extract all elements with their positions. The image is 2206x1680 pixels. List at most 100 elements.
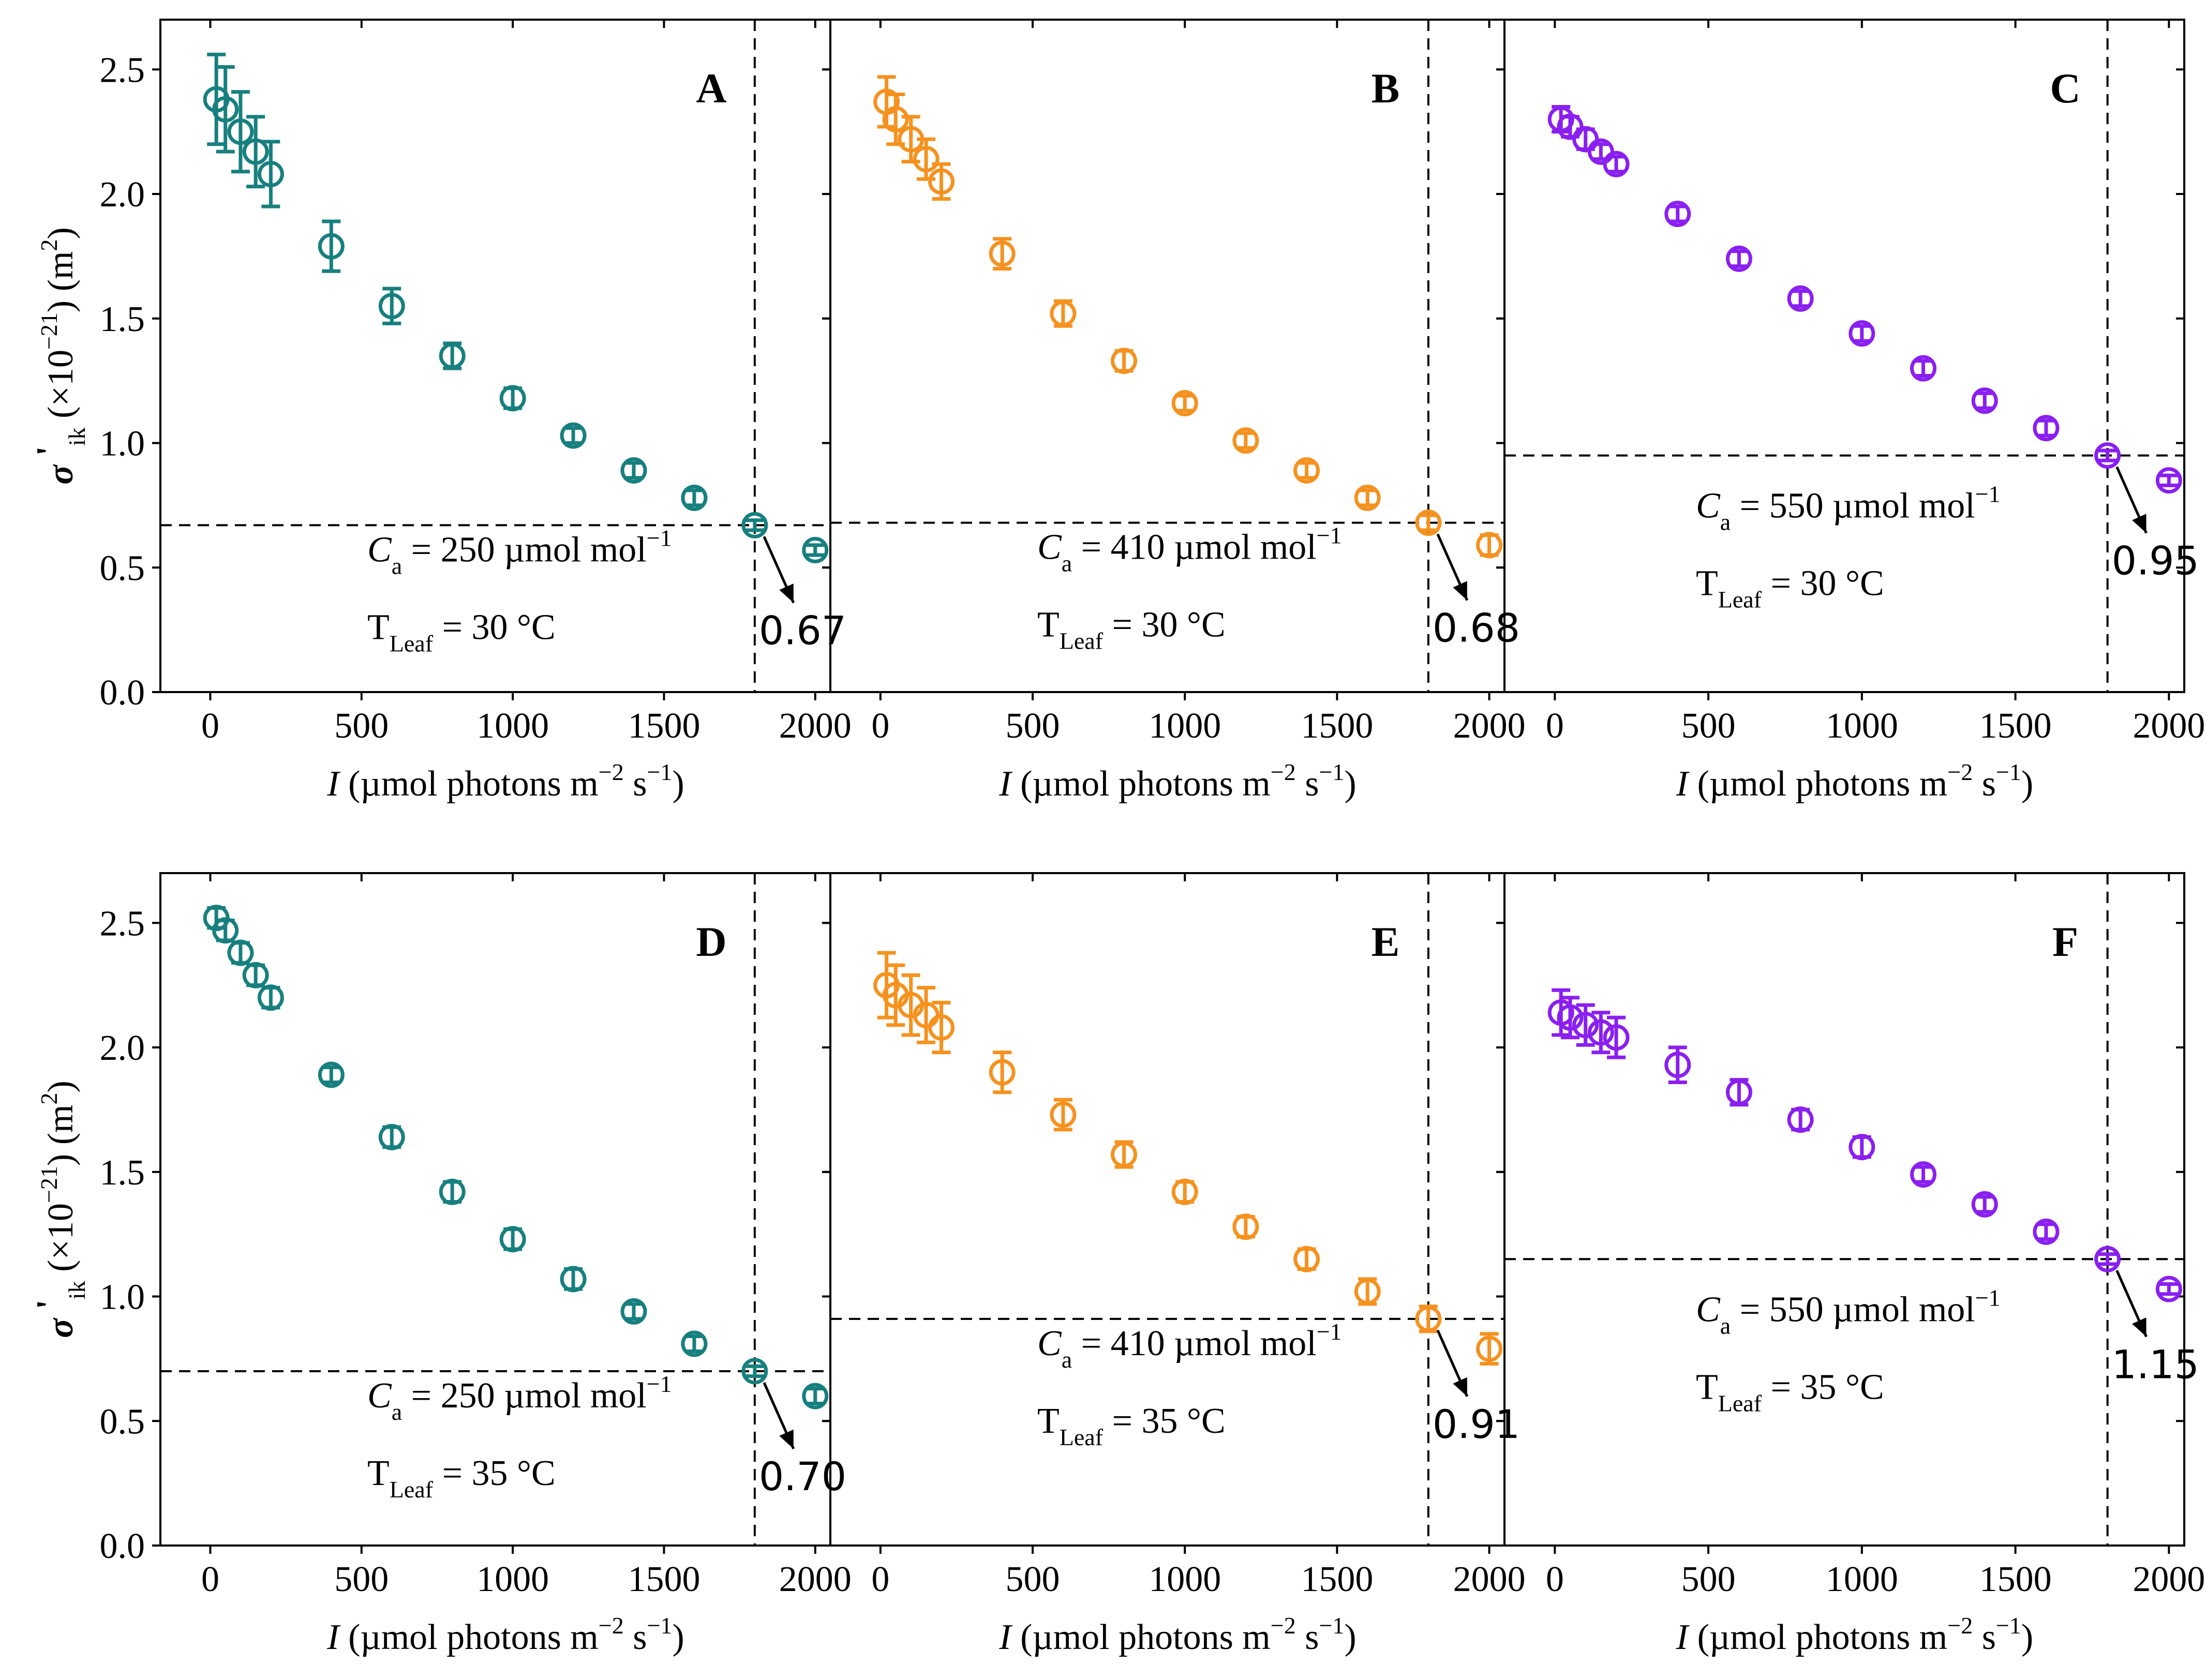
x-tick-label: 2000 bbox=[2133, 706, 2205, 746]
data-point bbox=[257, 140, 284, 208]
data-point bbox=[1293, 1246, 1320, 1272]
marker bbox=[439, 1178, 466, 1205]
panel-A: 0 500 1000 1500 2000 0.0 0.5 1.0 1.5 2.0 2.5 I (µmo… bbox=[29, 19, 852, 804]
marker bbox=[318, 233, 345, 260]
marker bbox=[928, 168, 955, 195]
marker bbox=[1849, 320, 1875, 347]
panel-E: 0 500 1000 1500 2000 I (µmol photons m−2 s−1)… bbox=[822, 872, 1526, 1657]
data-point bbox=[560, 422, 587, 449]
data-point bbox=[318, 219, 345, 273]
marker bbox=[1415, 1306, 1442, 1332]
data-point bbox=[681, 1330, 708, 1357]
data-point bbox=[499, 1226, 526, 1253]
intersection-value: 0.67 bbox=[759, 607, 846, 653]
x-tick-label: 1000 bbox=[1826, 706, 1898, 746]
data-point bbox=[1664, 1045, 1691, 1084]
data-point bbox=[928, 1000, 955, 1055]
marker bbox=[2094, 1246, 2121, 1272]
data-point bbox=[898, 115, 925, 163]
x-axis-label: I (µmol photons m−2 s−1) bbox=[1676, 1612, 2033, 1657]
x-tick-label: 0 bbox=[201, 706, 219, 746]
data-point bbox=[318, 1061, 345, 1088]
data-point bbox=[1476, 1332, 1503, 1366]
marker bbox=[1971, 1191, 1998, 1218]
data-point bbox=[989, 1051, 1016, 1094]
data-point bbox=[620, 1298, 647, 1325]
panel-label: E bbox=[1372, 918, 1400, 965]
marker bbox=[257, 161, 284, 188]
ca-annotation: Ca = 550 µmol mol−1 bbox=[1696, 1284, 2001, 1339]
marker bbox=[499, 385, 526, 412]
marker bbox=[620, 457, 647, 484]
data-point bbox=[1572, 1003, 1599, 1047]
marker bbox=[1572, 1012, 1599, 1039]
arrowhead bbox=[1453, 1377, 1467, 1397]
ca-annotation: Ca = 250 µmol mol−1 bbox=[367, 524, 672, 579]
x-tick-label: 1000 bbox=[1149, 706, 1221, 746]
marker bbox=[257, 984, 284, 1011]
data-point bbox=[1572, 126, 1599, 153]
x-tick-label: 1500 bbox=[628, 706, 700, 746]
marker bbox=[1910, 1161, 1937, 1188]
x-axis-label: I (µmol photons m−2 s−1) bbox=[326, 1612, 684, 1657]
data-point bbox=[242, 962, 269, 988]
x-tick-label: 2000 bbox=[1453, 706, 1526, 746]
data-point bbox=[2155, 1276, 2182, 1302]
data-point bbox=[1603, 151, 1630, 177]
arrowhead bbox=[779, 1429, 794, 1449]
data-point bbox=[741, 1358, 768, 1385]
marker bbox=[1476, 1336, 1503, 1362]
data-point bbox=[2155, 467, 2182, 494]
data-point bbox=[1050, 299, 1077, 328]
marker bbox=[928, 1014, 955, 1041]
temperature-annotation: TLeaf = 30 °C bbox=[1696, 564, 1884, 613]
data-point bbox=[2033, 1218, 2060, 1245]
intersection-value: 0.95 bbox=[2112, 538, 2199, 584]
data-point bbox=[1849, 1134, 1875, 1161]
marker bbox=[1171, 389, 1198, 416]
marker bbox=[1787, 285, 1814, 312]
marker bbox=[1050, 1101, 1077, 1128]
data-point bbox=[1587, 1011, 1614, 1055]
y-tick-label: 0.5 bbox=[100, 1402, 145, 1442]
temperature-annotation: TLeaf = 35 °C bbox=[1696, 1367, 1884, 1416]
data-point bbox=[378, 1123, 405, 1150]
marker bbox=[2155, 467, 2182, 494]
data-point bbox=[1415, 1304, 1442, 1333]
x-tick-label: 1500 bbox=[1301, 706, 1373, 746]
marker bbox=[560, 422, 587, 449]
marker bbox=[620, 1298, 647, 1325]
data-point bbox=[1849, 320, 1875, 347]
y-tick-label: 2.5 bbox=[100, 50, 145, 90]
data-point bbox=[741, 512, 768, 538]
marker bbox=[1232, 1213, 1259, 1240]
marker bbox=[681, 484, 708, 511]
panel-C: 0 500 1000 1500 2000 I (µmol photons m−2 s−1)… bbox=[1496, 19, 2205, 804]
marker bbox=[1787, 1106, 1814, 1133]
x-tick-label: 500 bbox=[1681, 706, 1736, 746]
data-point bbox=[928, 162, 955, 201]
temperature-annotation: TLeaf = 30 °C bbox=[1037, 605, 1226, 654]
data-point bbox=[1171, 1178, 1198, 1205]
data-point bbox=[1293, 457, 1320, 484]
marker bbox=[1050, 300, 1077, 327]
x-tick-label: 500 bbox=[334, 706, 389, 746]
marker bbox=[1111, 348, 1138, 374]
marker bbox=[2033, 1218, 2060, 1245]
data-point bbox=[802, 537, 829, 564]
marker bbox=[1476, 532, 1503, 559]
intersection-value: 0.70 bbox=[759, 1453, 846, 1499]
marker bbox=[1971, 387, 1998, 414]
marker bbox=[242, 138, 269, 165]
marker bbox=[378, 1123, 405, 1150]
marker bbox=[2155, 1276, 2182, 1302]
panel-B: 0 500 1000 1500 2000 I (µmol photons m−2 s−1)… bbox=[822, 19, 1526, 804]
data-point bbox=[1557, 996, 1584, 1040]
data-point bbox=[1664, 201, 1691, 228]
marker bbox=[2094, 442, 2121, 469]
marker bbox=[802, 537, 829, 564]
marker bbox=[1293, 457, 1320, 484]
data-point bbox=[212, 65, 239, 154]
data-point bbox=[1910, 355, 1937, 382]
x-tick-label: 1000 bbox=[1149, 1559, 1221, 1599]
